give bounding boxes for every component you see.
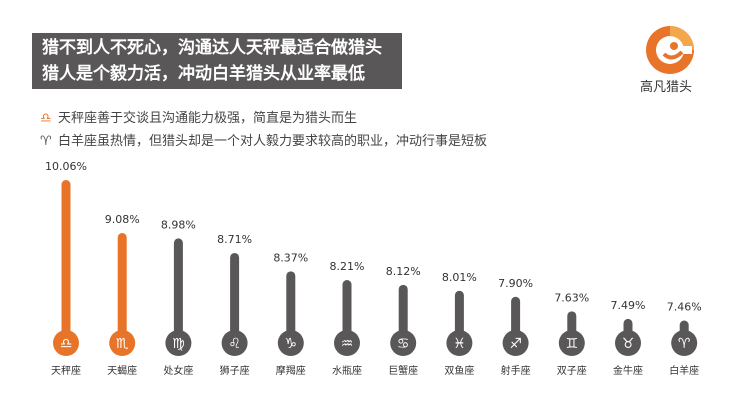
- gaofan-logo-icon: [646, 26, 694, 74]
- zodiac-circle-0: [53, 330, 79, 356]
- zodiac-symbol-icon: ♒: [341, 336, 354, 352]
- zodiac-symbol-icon: ♏: [116, 336, 129, 352]
- category-label-2: 处女座: [163, 364, 193, 377]
- zodiac-symbol-icon: ♊: [566, 336, 579, 352]
- note-libra: ♎ 天秤座善于交谈且沟通能力极强，简直是为猎头而生: [40, 107, 357, 126]
- zodiac-circle-7: [446, 330, 473, 356]
- title-line-2: 猎人是个毅力活，冲动白羊猎头从业率最低: [42, 64, 365, 84]
- value-label-2: 8.98%: [161, 218, 196, 231]
- logo-text: 高凡猎头: [640, 80, 693, 95]
- note-aries: ♈ 白羊座虽热情，但猎头却是一个对人毅力要求较高的职业，冲动行事是短板: [40, 130, 487, 149]
- category-label-3: 狮子座: [220, 364, 250, 377]
- value-label-7: 8.01%: [442, 271, 477, 284]
- zodiac-circle-2: [165, 330, 192, 356]
- zodiac-symbol-icon: ♌: [228, 336, 241, 352]
- bar-4: [286, 271, 296, 340]
- zodiac-symbol-icon: ♓: [453, 336, 466, 352]
- zodiac-symbol-icon: ♈: [678, 336, 691, 352]
- zodiac-symbol-icon: ♍: [172, 336, 185, 352]
- bar-5: [342, 280, 352, 340]
- category-label-5: 水瓶座: [332, 364, 362, 377]
- title-box: 猎不到人不死心，沟通达人天秤最适合做猎头 猎人是个毅力活，冲动白羊猎头从业率最低: [32, 33, 402, 89]
- value-label-3: 8.71%: [217, 233, 252, 246]
- value-label-1: 9.08%: [105, 213, 140, 226]
- value-label-0: 10.06%: [45, 160, 87, 173]
- bar-8: [511, 296, 521, 340]
- zodiac-symbol-icon: ♑: [285, 336, 298, 352]
- value-label-5: 8.21%: [330, 260, 365, 273]
- value-label-9: 7.63%: [554, 291, 589, 304]
- value-label-6: 8.12%: [386, 265, 421, 278]
- zodiac-circle-11: [671, 330, 698, 356]
- zodiac-symbol-icon: ♐: [509, 336, 522, 352]
- zodiac-circle-5: [334, 330, 360, 356]
- zodiac-symbol-icon: ♎: [60, 336, 73, 352]
- value-label-10: 7.49%: [611, 299, 646, 312]
- value-label-8: 7.90%: [498, 277, 533, 290]
- category-label-7: 双鱼座: [444, 364, 474, 377]
- title-line-1: 猎不到人不死心，沟通达人天秤最适合做猎头: [42, 38, 382, 58]
- bar-1: [117, 232, 127, 340]
- bar-3: [230, 252, 240, 340]
- bar-7: [454, 290, 464, 340]
- zodiac-symbol-icon: ♋: [397, 336, 410, 352]
- category-label-11: 白羊座: [669, 364, 699, 377]
- zodiac-circle-10: [615, 330, 641, 356]
- category-label-4: 摩羯座: [276, 364, 306, 377]
- zodiac-circle-3: [221, 330, 248, 356]
- zodiac-circle-4: [277, 330, 304, 356]
- value-label-4: 8.37%: [273, 251, 308, 264]
- value-label-11: 7.46%: [667, 301, 702, 314]
- aries-symbol-icon: ♈: [40, 134, 52, 149]
- zodiac-circle-6: [390, 330, 417, 356]
- note-text: 天秤座善于交谈且沟通能力极强，简直是为猎头而生: [58, 111, 358, 126]
- zodiac-symbol-icon: ♉: [622, 336, 635, 352]
- zodiac-circle-9: [558, 330, 585, 356]
- zodiac-circle-1: [109, 330, 136, 356]
- category-label-10: 金牛座: [613, 364, 643, 377]
- category-label-1: 天蝎座: [107, 364, 137, 377]
- zodiac-circle-8: [502, 330, 529, 356]
- category-label-0: 天秤座: [51, 364, 81, 377]
- bar-6: [398, 284, 408, 340]
- category-label-8: 射手座: [501, 364, 531, 377]
- category-label-6: 巨蟹座: [388, 364, 418, 377]
- category-label-9: 双子座: [557, 364, 587, 377]
- bar-0: [61, 180, 71, 340]
- note-text: 白羊座虽热情，但猎头却是一个对人毅力要求较高的职业，冲动行事是短板: [58, 134, 488, 149]
- libra-symbol-icon: ♎: [40, 111, 52, 126]
- bar-2: [173, 238, 183, 340]
